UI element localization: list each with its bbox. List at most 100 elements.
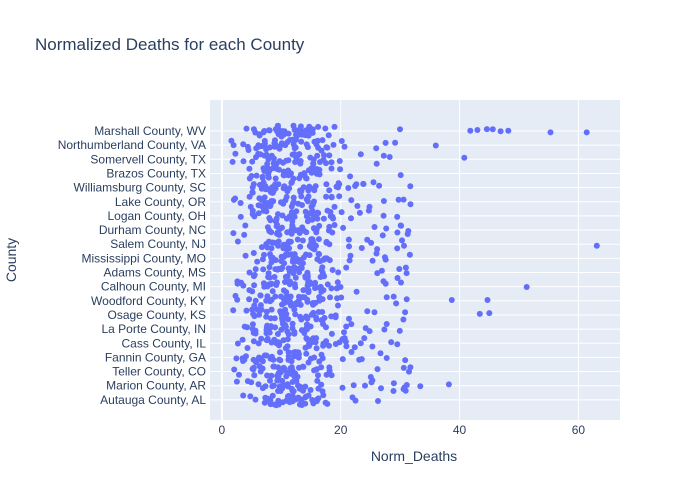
data-point (331, 123, 338, 130)
data-point (289, 218, 296, 225)
data-point (230, 230, 237, 237)
data-point (407, 183, 414, 190)
data-point (286, 356, 293, 363)
data-point (313, 229, 320, 236)
data-point (335, 302, 341, 309)
data-point (255, 340, 262, 347)
data-point (259, 173, 266, 180)
data-point (295, 354, 302, 361)
data-point (334, 279, 341, 286)
data-point (394, 245, 401, 252)
data-point (295, 382, 301, 389)
data-point (348, 215, 354, 222)
data-point (293, 131, 299, 138)
data-point (295, 200, 302, 207)
data-point (244, 345, 251, 351)
data-point (291, 306, 298, 313)
data-point (320, 392, 327, 399)
data-point (323, 338, 330, 345)
data-point (289, 224, 296, 231)
data-point (241, 231, 248, 238)
data-point (311, 187, 318, 194)
data-point (297, 243, 304, 250)
data-point (316, 251, 323, 258)
data-point (240, 392, 247, 399)
data-point (373, 145, 380, 152)
data-point (258, 244, 265, 251)
data-point (268, 259, 275, 266)
data-point (284, 328, 291, 335)
data-point (307, 355, 314, 362)
data-point (279, 377, 286, 384)
data-point (309, 236, 316, 243)
y-tick-label: Teller County, CO (112, 365, 206, 379)
data-point (250, 181, 257, 188)
data-point (243, 307, 250, 314)
data-point (497, 128, 504, 135)
data-point (285, 167, 292, 174)
data-point (232, 195, 239, 202)
y-tick-label: Osage County, KS (108, 308, 207, 322)
data-point (373, 160, 380, 167)
data-point (383, 294, 390, 301)
data-point (338, 138, 345, 144)
data-point (403, 296, 410, 303)
data-point (358, 245, 365, 251)
data-point (306, 281, 313, 288)
data-point (267, 201, 274, 208)
data-point (276, 385, 283, 392)
data-point (285, 157, 292, 164)
data-point (272, 175, 279, 182)
data-point (258, 306, 265, 313)
data-point (253, 154, 259, 161)
data-point (325, 132, 332, 139)
data-point (405, 228, 412, 234)
data-point (320, 342, 327, 349)
data-point (232, 150, 239, 157)
data-point (345, 236, 352, 243)
data-point (343, 343, 350, 350)
y-tick-label: Fannin County, GA (105, 350, 206, 364)
data-point (290, 141, 297, 148)
data-point (267, 324, 274, 331)
data-point (264, 372, 271, 379)
data-point (297, 264, 304, 271)
data-point (308, 311, 315, 318)
data-point (328, 285, 335, 292)
data-point (356, 209, 363, 216)
data-point (476, 310, 483, 317)
data-point (274, 229, 281, 235)
data-point (346, 315, 352, 322)
data-point (263, 241, 270, 247)
data-point (295, 227, 302, 234)
data-point (267, 397, 274, 404)
data-point (302, 175, 309, 181)
data-point (317, 283, 324, 290)
data-point (292, 159, 299, 165)
data-point (274, 377, 281, 384)
data-point (339, 336, 346, 342)
data-point (260, 266, 267, 273)
data-point (315, 236, 322, 243)
data-point (483, 126, 490, 133)
data-point (251, 282, 258, 289)
data-point (445, 381, 452, 388)
data-point (259, 385, 266, 392)
data-point (290, 301, 297, 308)
data-point (261, 152, 268, 159)
data-point (292, 311, 299, 318)
data-point (547, 129, 554, 136)
data-point (394, 275, 401, 281)
data-point (310, 335, 317, 342)
data-point (284, 139, 291, 146)
y-tick-label: Marshall County, WV (94, 124, 206, 138)
data-point (348, 349, 355, 355)
data-point (348, 321, 355, 328)
data-point (281, 171, 287, 177)
data-point (290, 199, 297, 206)
data-point (362, 382, 368, 389)
data-point (234, 238, 241, 245)
data-point (237, 213, 244, 220)
data-point (313, 398, 320, 405)
data-point (396, 266, 403, 272)
